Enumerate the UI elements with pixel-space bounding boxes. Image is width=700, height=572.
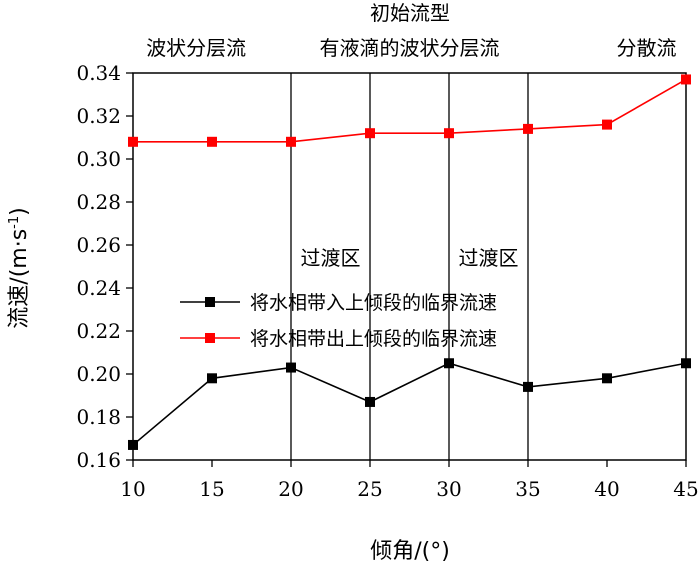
legend-item: 将水相带入上倾段的临界流速	[180, 292, 497, 314]
data-point	[128, 136, 138, 147]
flow-regime-label: 波状分层流	[146, 36, 246, 60]
x-tick-label: 10	[120, 477, 145, 501]
y-tick-label: 0.20	[76, 362, 121, 386]
x-tick-label: 30	[436, 477, 461, 501]
data-point	[602, 373, 612, 384]
data-point	[207, 136, 217, 147]
transition-label: 过渡区	[459, 246, 519, 270]
data-point	[523, 381, 533, 392]
x-tick-label: 15	[199, 477, 224, 501]
y-tick-label: 0.28	[76, 190, 121, 214]
transition-label: 过渡区	[301, 246, 361, 270]
y-tick-label: 0.16	[76, 448, 121, 472]
data-point	[444, 128, 454, 139]
x-tick-label: 35	[515, 477, 540, 501]
x-tick-label: 45	[673, 477, 698, 501]
data-point	[286, 362, 296, 373]
series-line	[132, 362, 687, 446]
flow-regime-label: 有液滴的波状分层流	[320, 36, 500, 60]
legend-label: 将水相带入上倾段的临界流速	[250, 292, 497, 314]
x-axis-title: 倾角/(°)	[370, 539, 450, 564]
data-point	[523, 123, 533, 134]
series-1	[128, 358, 691, 450]
data-point	[681, 74, 691, 85]
legend-marker	[205, 297, 215, 307]
x-axis: 10 15 20 25 30 35 40 45	[120, 460, 699, 501]
series-line	[133, 78, 687, 143]
data-point	[365, 396, 375, 407]
y-tick-label: 0.24	[76, 276, 121, 300]
y-axis: 0.16 0.18 0.20 0.22 0.24 0.26 0.28 0.30 0.32 0.34	[76, 61, 133, 472]
y-axis-title-superscript: -1	[7, 216, 22, 229]
data-point	[444, 358, 454, 369]
legend-label: 将水相带出上倾段的临界流速	[250, 328, 497, 350]
y-tick-label: 0.30	[76, 147, 121, 171]
series-2	[128, 74, 691, 147]
y-tick-label: 0.34	[76, 61, 121, 85]
data-point	[681, 358, 691, 369]
y-tick-label: 0.22	[76, 319, 121, 343]
data-point	[602, 119, 612, 130]
series-layer	[128, 74, 691, 450]
y-tick-label: 0.26	[76, 233, 121, 257]
transition-labels: 过渡区 过渡区	[301, 246, 519, 270]
x-tick-label: 25	[357, 477, 382, 501]
data-point	[128, 439, 138, 450]
data-point	[286, 136, 296, 147]
data-point	[207, 373, 217, 384]
y-axis-title-main: 流速/(m·s	[7, 229, 32, 329]
y-tick-label: 0.18	[76, 405, 121, 429]
flow-regime-label: 分散流	[617, 36, 677, 60]
y-axis-title: 流速/(m·s-1)	[7, 207, 32, 328]
legend-marker	[205, 333, 215, 343]
flow-regime-labels: 波状分层流 有液滴的波状分层流 分散流	[146, 36, 676, 60]
data-point	[365, 128, 375, 139]
plot-frame	[132, 72, 687, 461]
y-tick-label: 0.32	[76, 104, 121, 128]
x-tick-label: 20	[278, 477, 303, 501]
y-axis-title-close: )	[7, 207, 32, 216]
chart-title: 初始流型	[370, 1, 450, 25]
legend-item: 将水相带出上倾段的临界流速	[180, 328, 497, 350]
x-tick-label: 40	[594, 477, 619, 501]
